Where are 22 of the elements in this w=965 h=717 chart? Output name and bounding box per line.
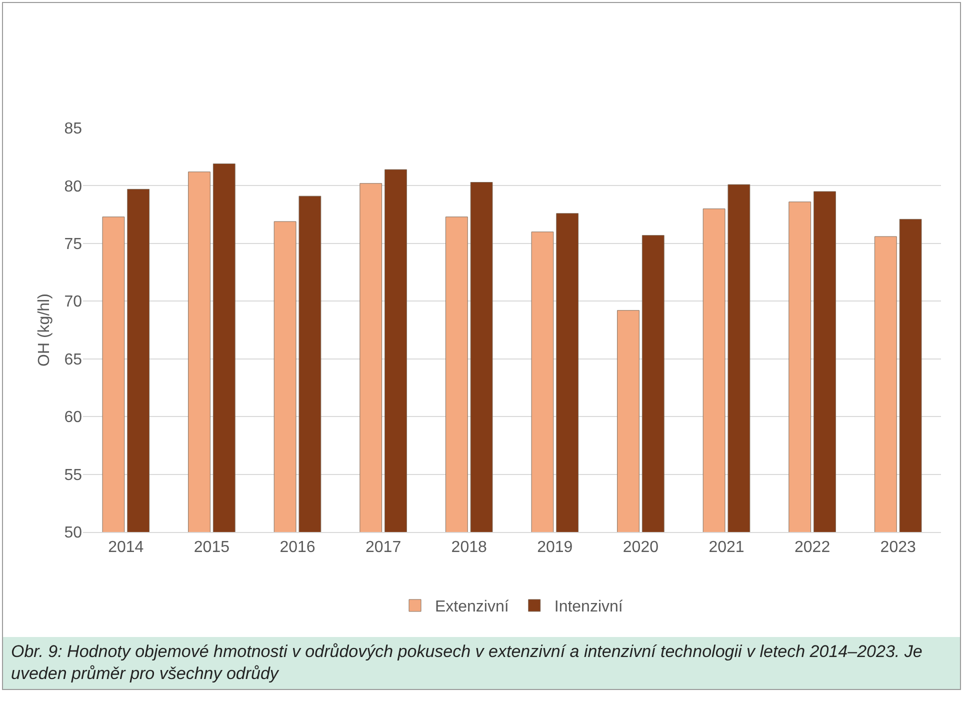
x-tick-label: 2014	[108, 539, 144, 556]
x-tick-label: 2017	[366, 539, 402, 556]
x-tick-label: 2021	[708, 539, 744, 556]
x-tick-label: 2018	[451, 539, 487, 556]
x-tick-label: 2015	[194, 539, 230, 556]
y-tick-label: 80	[64, 178, 82, 196]
y-tick-label: 65	[64, 351, 82, 368]
y-tick-label: 55	[64, 466, 82, 484]
legend-label: Extenzivní	[435, 598, 510, 616]
y-tick-label: 70	[64, 294, 82, 311]
y-tick-label: 60	[64, 409, 82, 426]
legend-label: Intenzivní	[554, 598, 624, 616]
x-tick-label: 2020	[622, 539, 659, 556]
x-tick-label: 2019	[537, 539, 573, 556]
y-axis-title: OH (kg/hl)	[36, 294, 54, 366]
x-tick-label: 2016	[280, 539, 316, 556]
y-tick-label: 85	[64, 120, 82, 138]
text: Obr. 9: Hodnoty objemové hmotnosti v odrůdových pokusech v extenzivní a intenzivní technologii v letech 2014–2023. Je uveden průměr pro všechny odrůdy	[3, 637, 960, 689]
x-tick-label: 2023	[880, 539, 916, 556]
x-tick-label: 2022	[794, 539, 830, 556]
y-tick-label: 50	[64, 524, 82, 542]
y-tick-label: 75	[64, 236, 82, 254]
